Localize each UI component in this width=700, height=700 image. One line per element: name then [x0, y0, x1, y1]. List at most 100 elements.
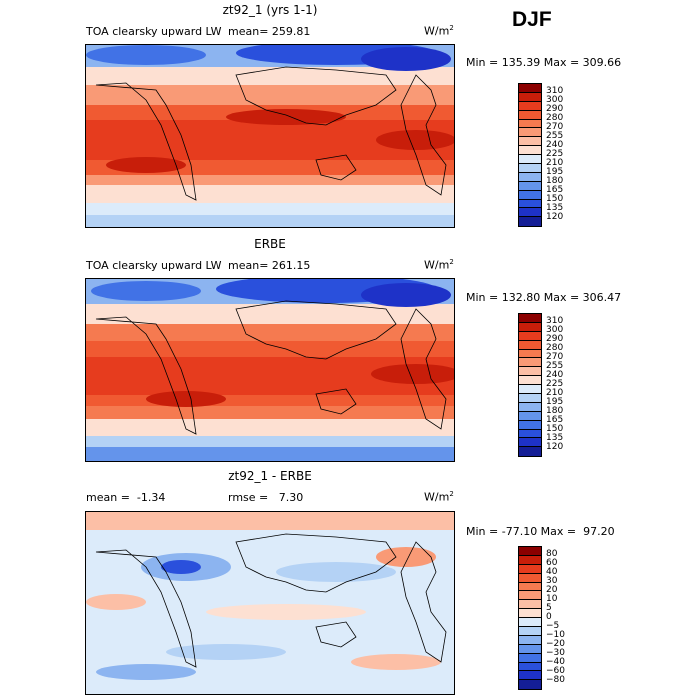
legend-swatch — [519, 92, 541, 102]
legend-label: 120 — [546, 442, 564, 452]
legend-swatch — [519, 358, 541, 368]
legend-label: −30 — [546, 648, 565, 658]
min-max-label: Min = 135.39 Max = 309.66 — [466, 56, 622, 69]
legend-label: 180 — [546, 176, 564, 186]
legend-swatch — [519, 217, 541, 227]
legend-swatch — [519, 609, 541, 619]
variable-label: TOA clearsky upward LW — [86, 259, 222, 272]
legend-label: 255 — [546, 361, 564, 371]
legend-label: 60 — [546, 558, 558, 568]
mean-value: mean= 259.81 — [228, 25, 311, 38]
contour-field — [86, 512, 454, 694]
legend-swatch — [519, 653, 541, 663]
legend-label: 20 — [546, 585, 558, 595]
legend-label: 290 — [546, 104, 564, 114]
coastlines — [95, 300, 447, 435]
panel-title: zt92_1 - ERBE — [228, 469, 312, 483]
legend-swatch — [519, 331, 541, 341]
legend-label: 180 — [546, 406, 564, 416]
legend-label: 210 — [546, 158, 564, 168]
legend-label: 300 — [546, 325, 564, 335]
legend-swatch — [519, 110, 541, 120]
legend-swatch — [519, 635, 541, 645]
legend-label: −40 — [546, 657, 565, 667]
map-plot — [85, 511, 455, 695]
legend-swatch — [519, 385, 541, 395]
color-legend — [518, 546, 542, 691]
contour-field — [86, 45, 454, 227]
legend-swatch — [519, 420, 541, 430]
legend-swatch — [519, 564, 541, 574]
legend-swatch — [519, 172, 541, 182]
legend-label: 300 — [546, 95, 564, 105]
legend-swatch — [519, 547, 541, 556]
legend-label: 280 — [546, 343, 564, 353]
units-label: W/m2 — [424, 258, 454, 272]
legend-swatch — [519, 680, 541, 690]
legend-swatch — [519, 349, 541, 359]
legend-swatch — [519, 322, 541, 332]
mean-value: mean= 261.15 — [228, 259, 311, 272]
legend-label: 270 — [546, 352, 564, 362]
legend-label: 30 — [546, 576, 558, 586]
legend-label: 280 — [546, 113, 564, 123]
legend-label: −80 — [546, 675, 565, 685]
legend-label: 195 — [546, 397, 564, 407]
legend-swatch — [519, 644, 541, 654]
legend-label: 135 — [546, 203, 564, 213]
coastlines — [95, 533, 447, 668]
legend-label: 270 — [546, 122, 564, 132]
legend-label: −60 — [546, 666, 565, 676]
legend-label: −5 — [546, 621, 560, 631]
legend-swatch — [519, 618, 541, 628]
legend-swatch — [519, 394, 541, 403]
legend-label: 240 — [546, 370, 564, 380]
legend-swatch — [519, 627, 541, 636]
legend-label: 225 — [546, 149, 564, 159]
legend-label: 120 — [546, 212, 564, 222]
legend-label: 240 — [546, 140, 564, 150]
units-label: W/m2 — [424, 490, 454, 504]
legend-swatch — [519, 555, 541, 565]
legend-label: 165 — [546, 185, 564, 195]
legend-label: 40 — [546, 567, 558, 577]
color-legend — [518, 83, 542, 228]
legend-swatch — [519, 447, 541, 457]
legend-swatch — [519, 208, 541, 218]
legend-swatch — [519, 181, 541, 191]
legend-swatch — [519, 438, 541, 448]
legend-swatch — [519, 190, 541, 200]
legend-label: −10 — [546, 630, 565, 640]
legend-label: 290 — [546, 334, 564, 344]
legend-label: 210 — [546, 388, 564, 398]
legend-swatch — [519, 340, 541, 350]
min-max-label: Min = -77.10 Max = 97.20 — [466, 525, 615, 538]
legend-label: −20 — [546, 639, 565, 649]
panel-title: zt92_1 (yrs 1-1) — [222, 3, 318, 17]
color-legend — [518, 313, 542, 458]
map-plot — [85, 44, 455, 228]
legend-swatch — [519, 600, 541, 610]
legend-label: 150 — [546, 194, 564, 204]
panel-title: ERBE — [254, 237, 286, 251]
legend-swatch — [519, 155, 541, 165]
coastlines — [95, 66, 447, 201]
units-label: W/m2 — [424, 24, 454, 38]
legend-swatch — [519, 402, 541, 412]
min-max-label: Min = 132.80 Max = 306.47 — [466, 291, 622, 304]
legend-label: 10 — [546, 594, 558, 604]
legend-label: 0 — [546, 612, 552, 622]
legend-swatch — [519, 199, 541, 209]
legend-swatch — [519, 367, 541, 377]
legend-swatch — [519, 429, 541, 439]
legend-label: 80 — [546, 549, 558, 559]
legend-swatch — [519, 591, 541, 601]
legend-swatch — [519, 137, 541, 147]
legend-swatch — [519, 376, 541, 386]
season-label: DJF — [512, 8, 552, 31]
legend-swatch — [519, 101, 541, 111]
legend-swatch — [519, 84, 541, 93]
legend-swatch — [519, 573, 541, 583]
legend-label: 135 — [546, 433, 564, 443]
legend-label: 150 — [546, 424, 564, 434]
